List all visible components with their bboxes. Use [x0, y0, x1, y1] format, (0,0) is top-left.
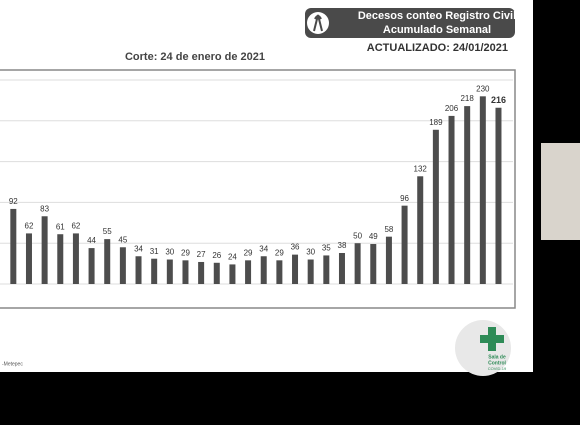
bar	[104, 239, 111, 284]
bar	[10, 208, 17, 284]
updated: ACTUALIZADO: 24/01/2021	[367, 42, 508, 54]
bar	[229, 264, 236, 284]
slide	[0, 0, 533, 372]
value-label: 50	[353, 231, 362, 240]
bar	[119, 247, 126, 284]
value-label: 49	[369, 232, 378, 241]
value-label: 206	[445, 104, 459, 113]
value-label: 92	[9, 197, 18, 206]
value-label: 34	[259, 244, 268, 253]
value-label: 24	[228, 253, 237, 262]
bar	[370, 244, 377, 284]
bar	[323, 255, 330, 284]
value-label: 83	[40, 204, 49, 213]
value-label: 230	[476, 84, 490, 93]
cut-date: Corte: 24 de enero de 2021	[125, 51, 265, 63]
value-label: 29	[275, 248, 284, 257]
bar	[417, 176, 424, 284]
value-label: 26	[212, 251, 221, 260]
value-label: 61	[56, 222, 65, 231]
bar	[479, 96, 486, 284]
bar	[464, 106, 471, 284]
bar	[292, 254, 299, 284]
bar	[401, 205, 408, 284]
bar	[151, 258, 158, 284]
value-label: 45	[118, 235, 127, 244]
bar	[88, 248, 95, 284]
logo-text: Control	[488, 360, 506, 366]
logo-text: Sala de	[488, 354, 506, 360]
bar	[166, 259, 173, 284]
bar	[198, 261, 205, 284]
chart-frame	[0, 69, 516, 309]
value-label: 30	[165, 248, 174, 257]
value-label: 36	[291, 243, 300, 252]
ribbon	[313, 14, 323, 32]
bar	[448, 115, 455, 285]
value-label: 31	[150, 247, 159, 256]
header-subtitle: Acumulado Semanal	[383, 24, 491, 36]
bar	[245, 260, 252, 284]
bar	[307, 259, 314, 284]
source: -Metepec	[2, 361, 23, 367]
bar	[57, 234, 64, 284]
bar	[25, 233, 32, 284]
bar	[385, 236, 392, 284]
value-label: 29	[244, 248, 253, 257]
value-label: 62	[25, 222, 34, 231]
value-label: 132	[414, 164, 428, 173]
header-banner	[305, 8, 515, 38]
bar	[338, 252, 345, 284]
logo-cross	[480, 327, 504, 351]
bar	[260, 256, 267, 284]
ribbon-icon	[307, 12, 329, 34]
value-label: 35	[322, 244, 331, 253]
bar	[182, 260, 189, 284]
bar	[432, 129, 439, 284]
logo-text: COVID-19	[488, 366, 507, 371]
header-title: Decesos conteo Registro Civil	[358, 10, 516, 22]
value-label: 44	[87, 236, 96, 245]
video-thumbnail	[541, 143, 580, 240]
value-label: 189	[429, 118, 443, 127]
value-label: 30	[306, 248, 315, 257]
value-label: 27	[197, 250, 206, 259]
bar	[135, 256, 142, 284]
bar	[495, 107, 502, 284]
value-label: 55	[103, 227, 112, 236]
bar	[72, 233, 79, 284]
logo-bg	[455, 320, 511, 376]
value-label: 216	[491, 95, 506, 105]
plot: 92 62 83 61 62 44 55 45 34 31 30 29 27 26 24 29 34 29 36 30…	[0, 79, 513, 285]
value-label: 29	[181, 248, 190, 257]
value-label: 62	[71, 222, 80, 231]
value-label: 96	[400, 194, 409, 203]
bar	[213, 262, 220, 284]
bar	[354, 243, 361, 284]
bar	[276, 260, 283, 284]
value-label: 38	[338, 241, 347, 250]
bar	[41, 216, 48, 284]
value-label: 58	[384, 225, 393, 234]
value-label: 218	[460, 94, 474, 103]
value-label: 34	[134, 244, 143, 253]
